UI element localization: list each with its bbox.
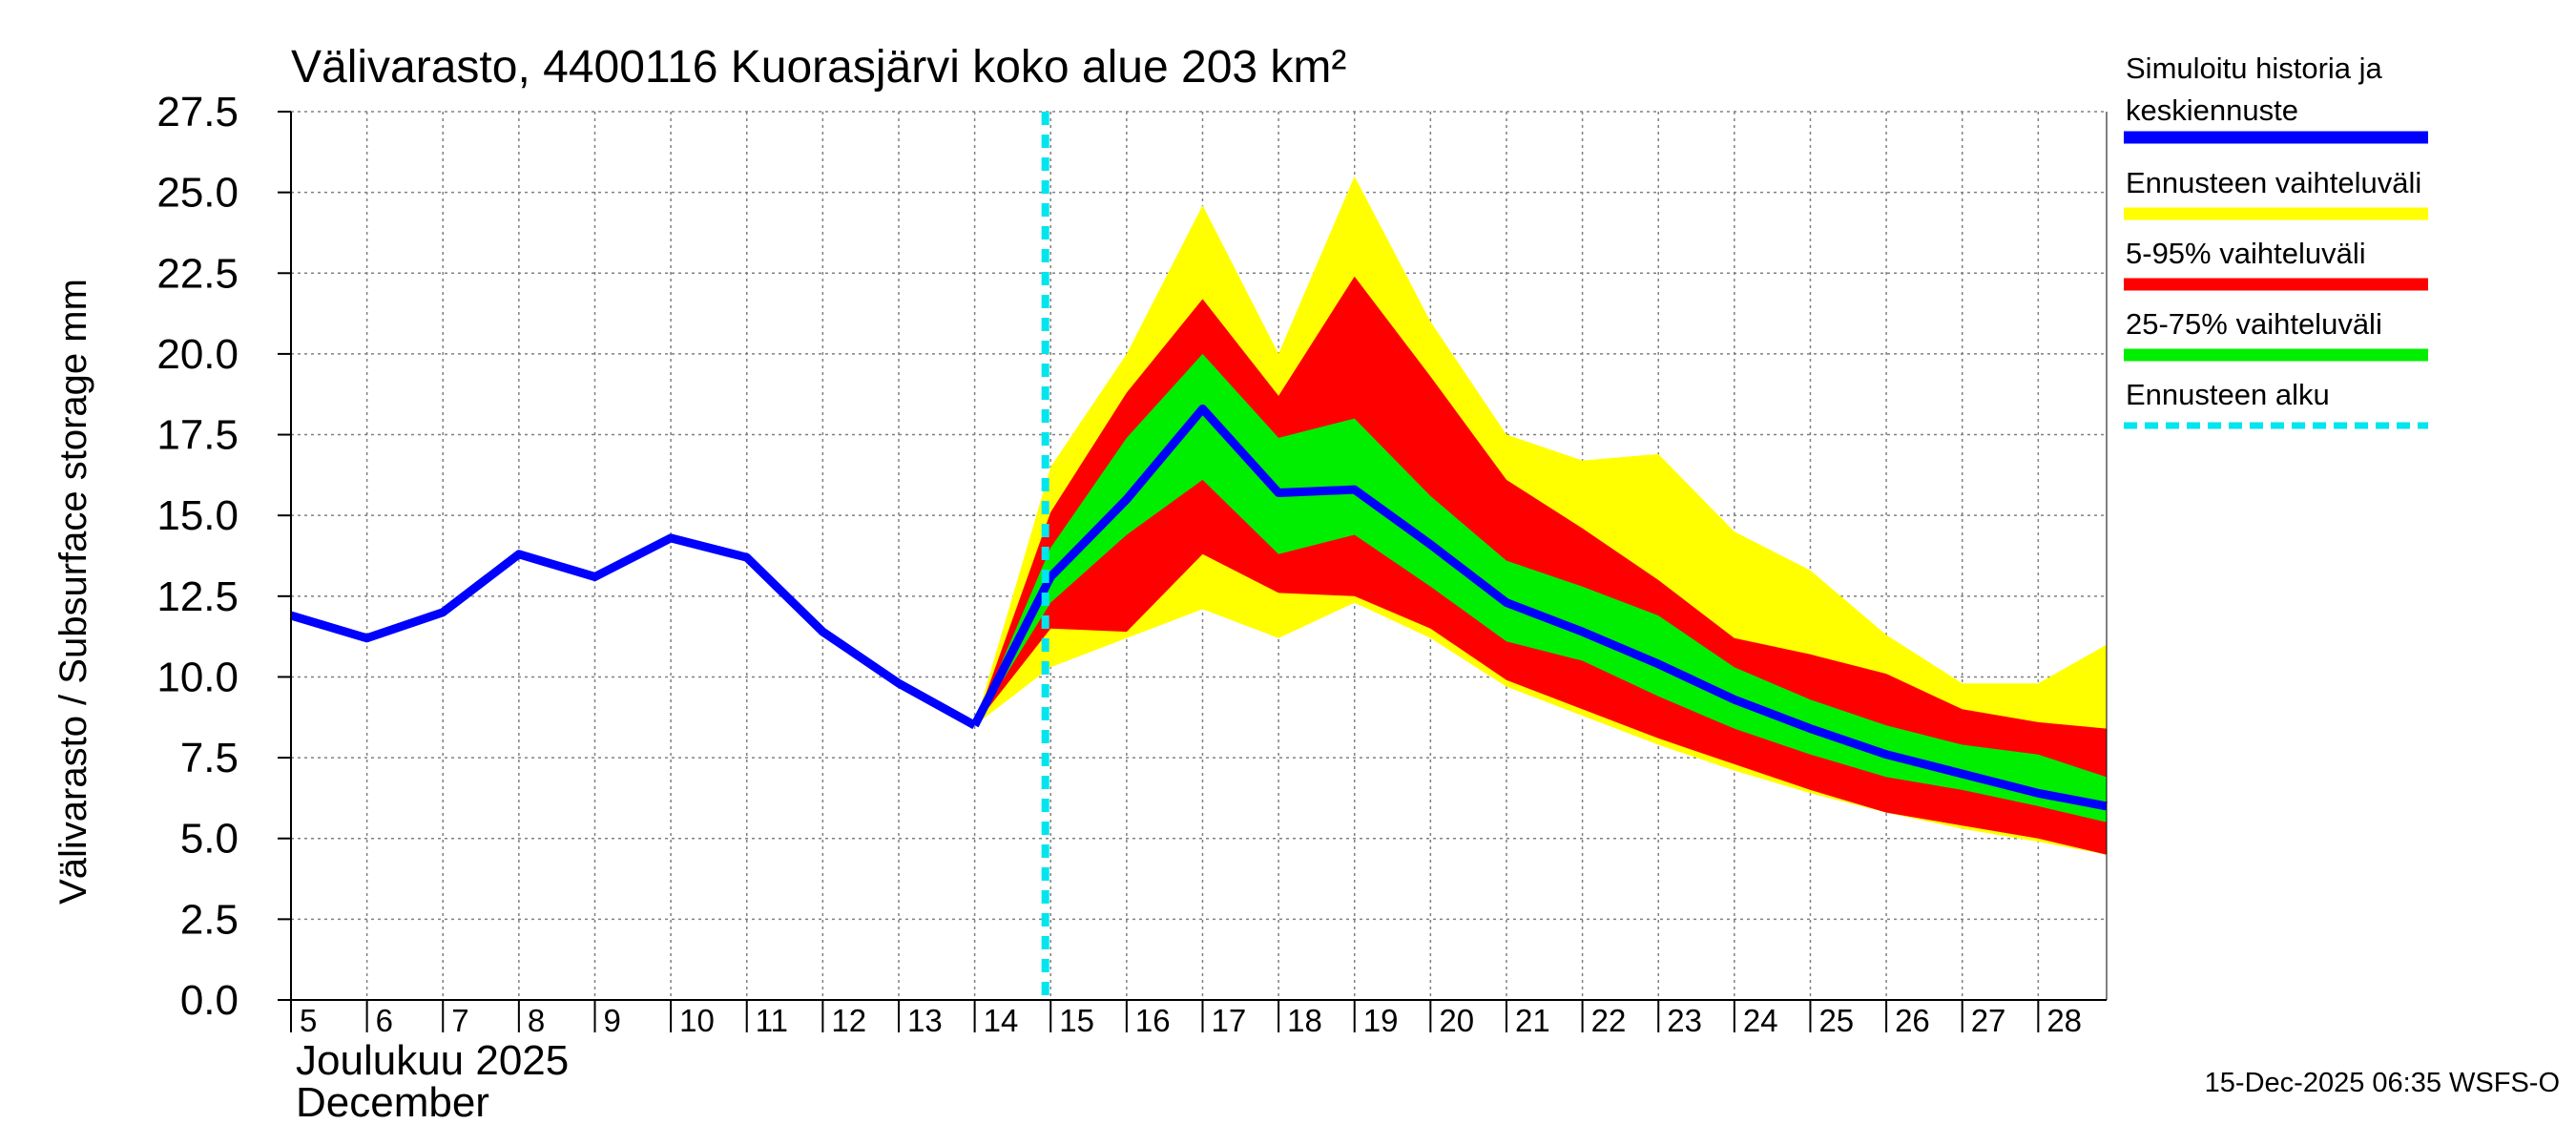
y-tick-label: 17.5: [156, 412, 239, 459]
x-tick-label: 27: [1971, 1003, 2006, 1038]
history-line: [289, 533, 977, 730]
y-tick-label: 27.5: [156, 89, 239, 135]
legend-label: keskiennuste: [2126, 94, 2298, 127]
x-tick-label: 17: [1211, 1003, 1246, 1038]
x-tick-label: 26: [1895, 1003, 1930, 1038]
y-tick-label: 7.5: [180, 735, 239, 781]
x-tick-label: 14: [984, 1003, 1019, 1038]
x-tick-label: 20: [1439, 1003, 1474, 1038]
x-tick-label: 28: [2046, 1003, 2082, 1038]
x-tick-label: 24: [1743, 1003, 1778, 1038]
x-tick-label: 7: [451, 1003, 468, 1038]
x-tick-label: 5: [300, 1003, 317, 1038]
y-tick-labels: 0.0 2.5 5.0 7.5 10.0 12.5 15.0 17.5 20.0 22.5 25.0…: [156, 89, 291, 1024]
x-tick-label: 9: [603, 1003, 620, 1038]
x-tick-label: 25: [1818, 1003, 1854, 1038]
x-tick-label: 16: [1135, 1003, 1171, 1038]
y-tick-label: 10.0: [156, 654, 239, 700]
x-tick-label: 18: [1287, 1003, 1322, 1038]
x-tick-label: 21: [1515, 1003, 1550, 1038]
x-tick-label: 22: [1591, 1003, 1627, 1038]
footer-timestamp: 15-Dec-2025 06:35 WSFS-O: [2205, 1068, 2560, 1098]
x-tick-label: 10: [679, 1003, 715, 1038]
y-axis-label: Välivarasto / Subsurface storage mm: [52, 279, 94, 905]
x-tick-label: 13: [907, 1003, 943, 1038]
legend-label: Ennusteen vaihteluväli: [2126, 166, 2421, 199]
legend: Simuloitu historia ja keskiennuste Ennuste…: [2124, 52, 2428, 429]
x-axis-label-month: Joulukuu 2025: [296, 1037, 569, 1084]
plot-area: [289, 111, 2108, 1001]
y-tick-label: 0.0: [180, 977, 239, 1024]
x-axis-label-english: December: [296, 1079, 489, 1126]
x-tick-label: 15: [1059, 1003, 1094, 1038]
y-tick-label: 22.5: [156, 250, 239, 297]
legend-label: 5-95% vaihteluväli: [2126, 237, 2366, 270]
legend-label: 25-75% vaihteluväli: [2126, 307, 2382, 341]
y-tick-label: 20.0: [156, 331, 239, 378]
chart-title: Välivarasto, 4400116 Kuorasjärvi koko al…: [291, 42, 1346, 93]
x-tick-label: 12: [831, 1003, 866, 1038]
x-tick-label: 23: [1667, 1003, 1702, 1038]
x-tick-labels: 5 6 7 8 9 10 11 12 13 14 15 16 17 18 19 20 21 22 23 24 25 26 2…: [290, 1000, 2082, 1038]
y-tick-label: 5.0: [180, 816, 239, 863]
y-tick-label: 15.0: [156, 492, 239, 539]
x-tick-label: 11: [756, 1003, 788, 1038]
x-tick-label: 19: [1363, 1003, 1399, 1038]
legend-label: Simuloitu historia ja: [2126, 52, 2383, 85]
legend-label: Ennusteen alku: [2126, 378, 2330, 411]
x-tick-label: 6: [376, 1003, 393, 1038]
median-forecast-line: [970, 405, 2108, 811]
y-tick-label: 2.5: [180, 896, 239, 943]
y-tick-label: 12.5: [156, 573, 239, 620]
y-tick-label: 25.0: [156, 170, 239, 217]
x-tick-label: 8: [528, 1003, 545, 1038]
